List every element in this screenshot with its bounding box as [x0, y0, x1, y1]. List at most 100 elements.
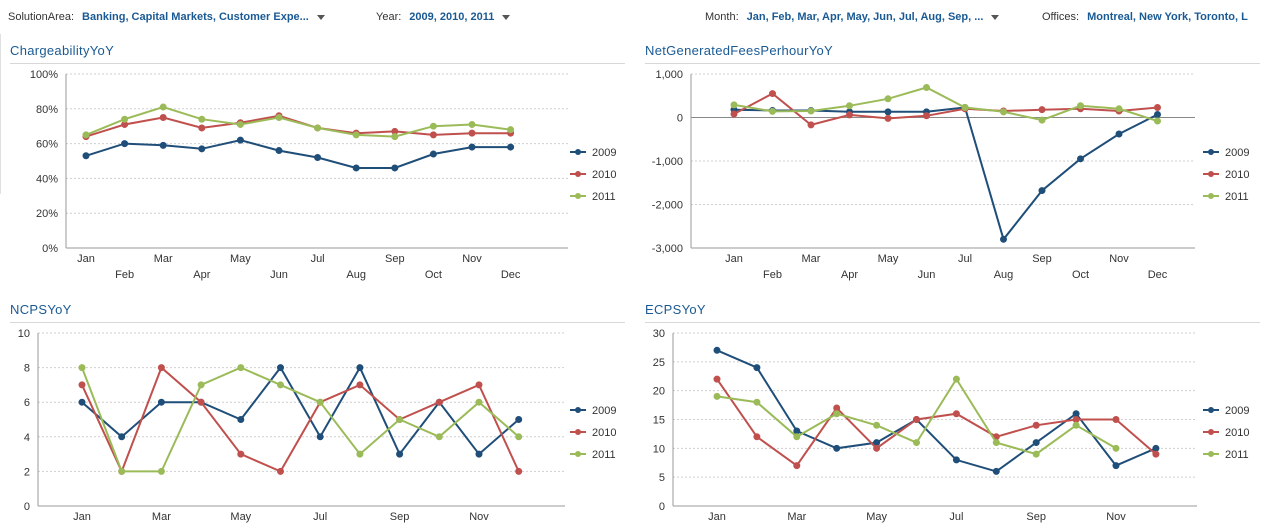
data-point-2009 [1072, 410, 1080, 418]
chart-panel-net-generated-fees: NetGeneratedFeesPerhourYoY -3,000 -2,000-… [645, 43, 1260, 283]
data-point-2011 [396, 416, 404, 423]
data-point-2010 [197, 398, 205, 406]
filter-value[interactable]: Banking, Capital Markets, Customer Expe.… [82, 11, 309, 23]
chart-panel-ncps: NCPSYoY 0 2 4 6 8 10 Jan Mar May Jul Sep Nov 2009 201… [10, 302, 625, 525]
x-tick-label: Apr [193, 269, 210, 281]
data-point-2009 [1032, 439, 1040, 447]
chevron-down-icon[interactable] [502, 14, 511, 20]
y-tick-label: 40% [36, 173, 58, 185]
data-point-2009 [1115, 130, 1123, 138]
data-point-2009 [118, 433, 126, 441]
legend-marker-2011 [575, 193, 581, 199]
y-tick-label: 100% [30, 69, 58, 81]
data-point-2011 [121, 115, 129, 123]
x-tick-label: Sep [1026, 511, 1046, 523]
x-tick-label: Feb [115, 269, 134, 281]
x-tick-label: Dec [501, 269, 521, 281]
series-line-2009 [81, 365, 520, 457]
series-line-2011 [733, 86, 1158, 122]
x-tick-label: Jul [313, 511, 327, 523]
data-point-2009 [121, 140, 129, 148]
data-point-2011 [1077, 102, 1084, 110]
data-point-2011 [1115, 105, 1123, 113]
filter-offices[interactable]: Offices: Montreal, New York, Toronto, L [1042, 11, 1248, 23]
data-point-2011 [314, 124, 322, 132]
left-divider [0, 34, 1, 194]
data-point-2010 [475, 381, 483, 389]
filter-value[interactable]: 2009, 2010, 2011 [409, 11, 495, 23]
chart-title: NetGeneratedFeesPerhourYoY [645, 43, 833, 58]
x-tick-label: Nov [462, 253, 482, 265]
title-divider [645, 322, 1260, 323]
x-tick-label: Jan [708, 511, 726, 523]
data-point-2011 [1038, 116, 1046, 124]
filter-value[interactable]: Montreal, New York, Toronto, L [1087, 11, 1248, 23]
data-point-2011 [1154, 117, 1161, 125]
filter-solution-area[interactable]: SolutionArea: Banking, Capital Markets, C… [8, 11, 325, 23]
legend-label-2009: 2009 [592, 147, 616, 159]
x-tick-label: Sep [1032, 253, 1052, 265]
data-point-2011 [391, 133, 399, 141]
data-point-2009 [277, 364, 284, 372]
data-point-2011 [992, 439, 1000, 447]
data-point-2011 [277, 381, 284, 389]
data-point-2011 [1072, 421, 1080, 429]
y-tick-label: 2 [24, 466, 30, 478]
data-point-2009 [1154, 110, 1161, 118]
x-tick-label: May [230, 253, 251, 265]
data-point-2009 [237, 416, 245, 423]
chevron-down-icon[interactable] [316, 14, 325, 20]
data-point-2009 [275, 147, 283, 155]
data-point-2010 [730, 110, 738, 118]
filter-year[interactable]: Year: 2009, 2010, 2011 [376, 11, 511, 23]
y-tick-label: 8 [24, 363, 30, 375]
chevron-down-icon[interactable] [991, 14, 1000, 20]
data-point-2009 [82, 152, 90, 160]
legend-marker-2010 [575, 429, 581, 435]
x-tick-label: Nov [1109, 253, 1129, 265]
data-point-2011 [78, 364, 86, 372]
data-point-2011 [316, 398, 324, 406]
chart-panel-ecps: ECPSYoY 0 5 10 15 20 25 30 Jan Mar May Jul Sep Nov 20… [645, 302, 1260, 525]
data-point-2010 [846, 111, 853, 119]
x-tick-label: Sep [385, 253, 405, 265]
data-point-2009 [753, 364, 761, 372]
x-tick-label: Aug [994, 269, 1014, 281]
data-point-2011 [82, 131, 90, 139]
data-point-2011 [237, 364, 245, 372]
legend-label-2009: 2009 [1225, 147, 1249, 159]
data-point-2011 [118, 467, 126, 475]
data-point-2009 [992, 467, 1000, 475]
y-tick-label: 60% [36, 139, 58, 151]
chart-title: ChargeabilityYoY [10, 43, 115, 58]
x-tick-label: Jul [311, 253, 325, 265]
x-tick-label: Oct [425, 269, 442, 281]
data-point-2011 [236, 120, 244, 128]
data-point-2009 [1000, 235, 1007, 243]
data-point-2009 [793, 427, 801, 435]
y-tick-label: 80% [36, 104, 58, 116]
legend-label-2011: 2011 [592, 449, 616, 461]
data-point-2011 [753, 398, 761, 406]
x-tick-label: Mar [787, 511, 806, 523]
data-point-2010 [873, 444, 881, 452]
data-point-2009 [952, 456, 960, 464]
y-tick-label: 15 [653, 415, 665, 427]
chart-title: ECPSYoY [645, 302, 706, 317]
data-point-2010 [1032, 421, 1040, 429]
filter-value[interactable]: Jan, Feb, Mar, Apr, May, Jun, Jul, Aug, … [746, 11, 984, 23]
data-point-2009 [352, 164, 360, 172]
series-line-2009 [716, 349, 1157, 473]
y-tick-label: 1,000 [655, 69, 683, 81]
filter-month[interactable]: Month: Jan, Feb, Mar, Apr, May, Jun, Jul,… [705, 11, 1000, 23]
data-point-2011 [730, 101, 738, 109]
x-tick-label: May [878, 253, 899, 265]
data-point-2011 [884, 95, 892, 103]
legend-marker-2009 [575, 407, 581, 413]
series-line-2011 [85, 106, 511, 138]
data-point-2010 [1152, 450, 1160, 458]
legend-label-2010: 2010 [1225, 427, 1249, 439]
data-point-2011 [157, 467, 165, 475]
data-point-2010 [833, 404, 841, 412]
y-tick-label: -3,000 [652, 243, 683, 255]
